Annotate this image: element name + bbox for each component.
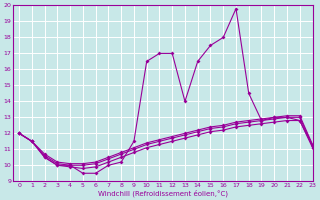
X-axis label: Windchill (Refroidissement éolien,°C): Windchill (Refroidissement éolien,°C) [98,189,228,197]
